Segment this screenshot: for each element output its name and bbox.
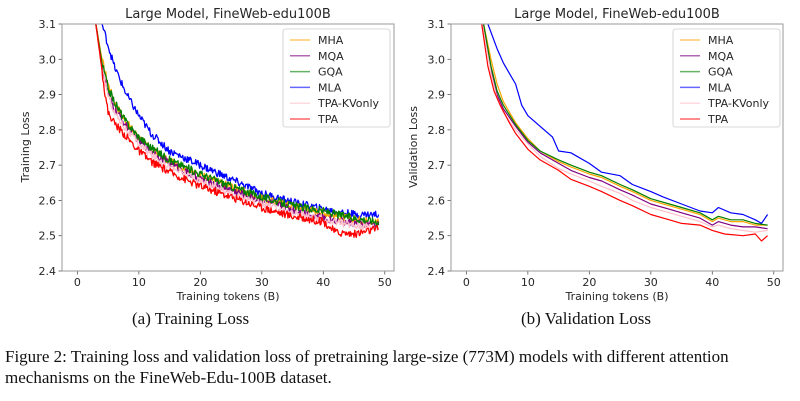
legend-label: TPA-KVonly [317, 97, 380, 110]
ticks-layer: 0 10 20 30 40 50 2.4 2.5 2.6 2.7 2.8 2.9 3.0 3.1 [39, 18, 392, 289]
figure-caption: Figure 2: Training loss and validation l… [5, 347, 729, 387]
legend-label: MLA [708, 81, 732, 94]
series-line-gqa [95, 24, 380, 226]
legend-item: MLA [680, 81, 732, 94]
legend: MHA MQA GQA MLA TPA-KVonly TPA [672, 28, 781, 128]
y-tick-label: 3.1 [428, 18, 446, 31]
subcaption-a: (a) Training Loss [132, 309, 250, 328]
series-line-tpa [481, 24, 768, 242]
legend-item: MQA [680, 50, 734, 63]
legend-item: GQA [680, 66, 733, 79]
series-line-tpa-kvonly [481, 24, 768, 233]
x-tick-label: 20 [582, 276, 596, 289]
legend-label: TPA [317, 113, 339, 126]
legend: MHA MQA GQA MLA TPA-KVonly TPA [282, 28, 391, 128]
legend-item: GQA [290, 66, 343, 79]
series-line-mqa [482, 24, 768, 230]
x-tick-label: 30 [255, 276, 269, 289]
chart-title: Large Model, FineWeb-edu100B [125, 7, 331, 22]
legend-label: TPA-KVonly [707, 97, 770, 110]
legend-item: TPA-KVonly [290, 97, 380, 110]
y-tick-label: 3.0 [428, 53, 446, 66]
chart-title: Large Model, FineWeb-edu100B [514, 7, 720, 22]
y-axis-label: Validation Loss [407, 106, 420, 188]
legend-label: MLA [318, 81, 342, 94]
x-tick-label: 50 [767, 276, 781, 289]
y-tick-label: 2.6 [39, 194, 57, 207]
x-tick-label: 30 [644, 276, 658, 289]
y-tick-label: 2.8 [39, 124, 57, 137]
legend-item: MQA [290, 50, 344, 63]
legend-item: TPA-KVonly [680, 97, 770, 110]
x-tick-label: 20 [193, 276, 207, 289]
y-axis-label: Training Loss [19, 111, 32, 183]
y-tick-label: 2.9 [39, 89, 57, 102]
legend-item: MLA [290, 81, 342, 94]
plot-frame [450, 23, 784, 272]
subcaption-b: (b) Validation Loss [521, 309, 652, 328]
x-tick-label: 40 [705, 276, 719, 289]
x-tick-label: 40 [316, 276, 330, 289]
validation-loss-chart: Large Model, FineWeb-edu100B Training to… [407, 7, 784, 303]
y-tick-label: 2.4 [39, 265, 57, 278]
y-tick-label: 2.8 [428, 124, 446, 137]
x-tick-label: 10 [521, 276, 535, 289]
series-line-gqa [483, 24, 768, 226]
series-line-mha [483, 24, 768, 226]
y-tick-label: 2.7 [39, 159, 57, 172]
y-tick-label: 2.5 [428, 230, 446, 243]
x-axis-label: Training tokens (B) [175, 290, 279, 303]
legend-item: TPA [290, 113, 339, 126]
legend-label: MHA [708, 34, 734, 47]
x-axis-label: Training tokens (B) [564, 290, 668, 303]
training-loss-chart: Large Model, FineWeb-edu100B Training to… [19, 7, 395, 303]
y-tick-label: 2.6 [428, 194, 446, 207]
series-line-tpa [95, 24, 380, 238]
legend-item: TPA [680, 113, 729, 126]
ticks-layer: 0 10 20 30 40 50 2.4 2.5 2.6 2.7 2.8 2.9 3.0 3.1 [428, 18, 781, 289]
y-tick-label: 2.4 [428, 265, 446, 278]
y-tick-label: 3.1 [39, 18, 57, 31]
y-tick-label: 2.9 [428, 89, 446, 102]
y-tick-label: 3.0 [39, 53, 57, 66]
series-layer [481, 24, 769, 242]
x-tick-label: 50 [378, 276, 392, 289]
legend-item: MHA [680, 34, 734, 47]
legend-label: MQA [708, 50, 734, 63]
series-line-mla [487, 24, 769, 224]
y-tick-label: 2.7 [428, 159, 446, 172]
legend-item: MHA [290, 34, 344, 47]
legend-label: GQA [708, 66, 733, 79]
legend-label: TPA [707, 113, 729, 126]
series-layer [95, 24, 380, 238]
legend-label: GQA [318, 66, 343, 79]
x-tick-label: 10 [132, 276, 146, 289]
legend-label: MHA [318, 34, 344, 47]
legend-label: MQA [318, 50, 344, 63]
x-tick-label: 0 [463, 276, 470, 289]
y-tick-label: 2.5 [39, 230, 57, 243]
x-tick-label: 0 [74, 276, 81, 289]
plot-frame [61, 23, 395, 272]
figure-canvas: Large Model, FineWeb-edu100B Training to… [19, 7, 784, 303]
